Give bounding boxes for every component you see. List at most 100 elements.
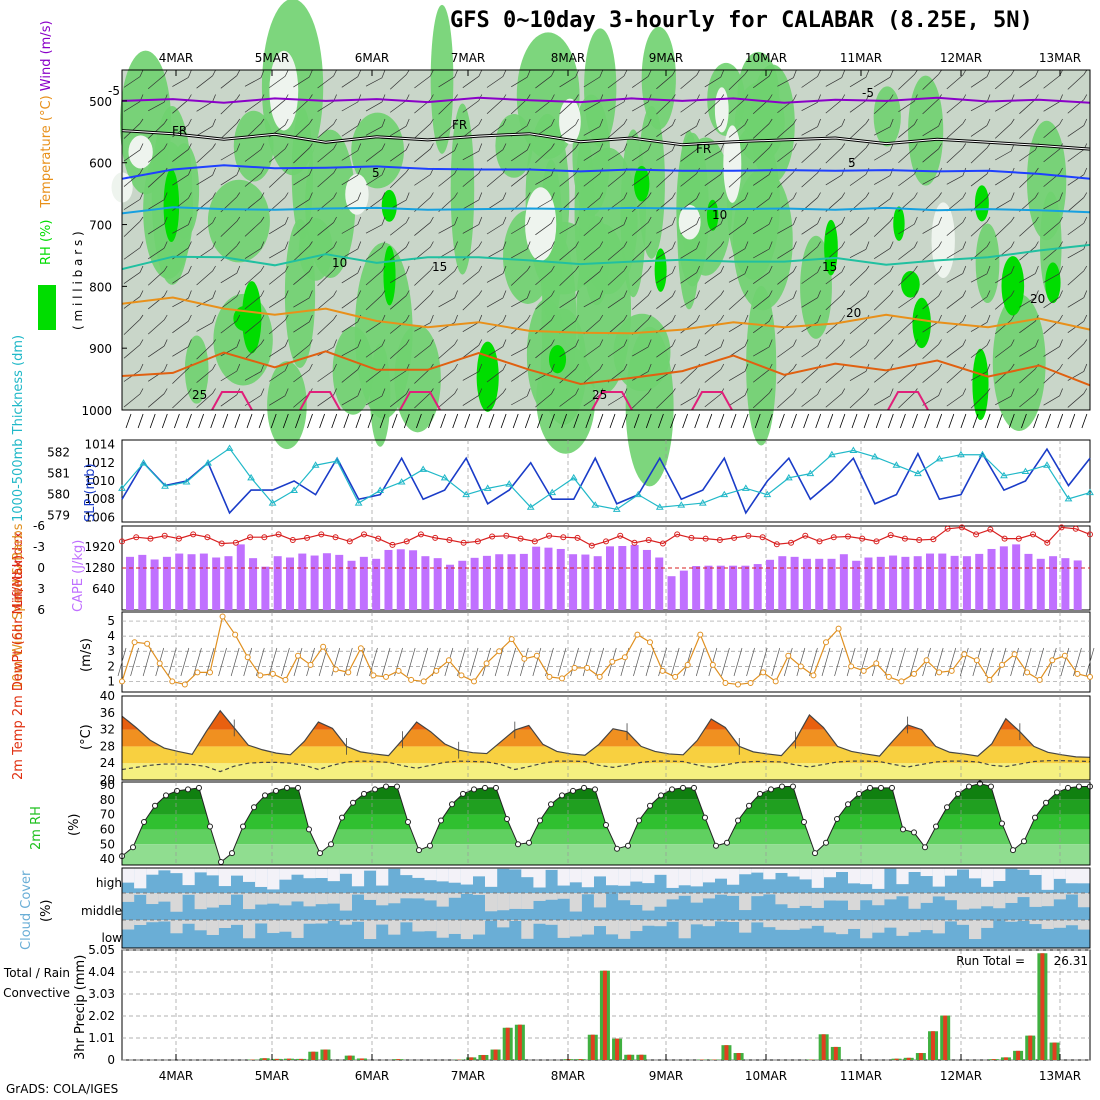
wind-barb-flag [163, 290, 168, 297]
wind-barb-flag [744, 265, 749, 274]
wind-barb [1043, 101, 1060, 112]
wind10-speed-marker [797, 663, 804, 670]
cloud-middle-cell [412, 893, 425, 899]
rh2m-marker [526, 839, 532, 846]
rh2m-marker [460, 790, 466, 797]
cape-bar [926, 553, 934, 610]
cloud-high-cell [1053, 868, 1066, 879]
rh-contour-low [559, 98, 581, 145]
lifted-index-marker [916, 537, 923, 543]
rh2m-marker [812, 850, 818, 857]
wind-barb [874, 150, 891, 161]
wind-barb-flag [696, 192, 700, 199]
rh2m-marker [636, 817, 642, 824]
cloud-low-cell [146, 920, 159, 923]
cloud-low-cell [400, 920, 413, 923]
wind-barb-flag [599, 241, 604, 248]
rh2m-marker [779, 783, 785, 790]
cloud-high-cell [823, 868, 836, 878]
surface-barb [125, 413, 132, 429]
run-total-value: 26.31 [1054, 954, 1088, 968]
wind-barb-flag [357, 118, 362, 126]
lifted-index-marker [375, 535, 382, 542]
cape-bar [138, 554, 147, 610]
cloud-high-cell [146, 868, 159, 875]
wind-barb [244, 149, 262, 162]
wind-barb-flag [986, 118, 991, 126]
lifted-index-marker [745, 532, 752, 539]
wind-barb-flag [357, 290, 362, 297]
wind-barb-flag [430, 290, 434, 296]
contour-30 [211, 391, 253, 411]
wind-barb [825, 77, 842, 87]
lifted-index-marker [845, 533, 851, 540]
wind-barb-flag [478, 290, 483, 296]
rh2m-marker [1021, 838, 1027, 845]
wind-barb [777, 368, 794, 384]
cloud-low-cell [581, 920, 594, 935]
wind10-speed-marker [420, 678, 427, 685]
thickness-marker [591, 501, 600, 508]
wind-barb [995, 150, 1012, 161]
wind-barb-flag [672, 192, 676, 198]
wind-barb-flag [914, 290, 918, 298]
wind-barb-flag [309, 339, 313, 346]
rh2m-marker [152, 802, 158, 809]
wind10-frame [121, 611, 1091, 693]
run-total-label: Run Total = [956, 954, 1025, 968]
wind-barb-flag [865, 265, 870, 271]
wind-barb-flag [744, 363, 749, 372]
cloud-low-cell [230, 920, 244, 925]
wind-barb-flag [1083, 363, 1088, 372]
rh-contour-high [901, 270, 920, 298]
wind-barb [244, 221, 262, 237]
wind-barb-flag [139, 167, 144, 174]
thickness-marker [290, 486, 298, 493]
cloud-middle-cell [642, 893, 655, 911]
cloud-middle-cell [122, 893, 135, 902]
precip-tick-label: 5.05 [88, 943, 115, 957]
cloud-low-cell [243, 920, 256, 939]
wind-barb [728, 124, 746, 138]
wind-barb-flag [478, 192, 483, 201]
surface-barb [815, 413, 822, 429]
wind-barb-flag [478, 143, 483, 152]
wind-barb [1067, 343, 1085, 360]
wind-barb-flag [333, 363, 337, 371]
rh2m-marker [350, 799, 356, 806]
wind-barb-flag [720, 290, 725, 296]
rh2m-marker [306, 826, 312, 833]
wind-barb [172, 197, 189, 212]
cape-bar [495, 554, 504, 610]
rh2m-marker [240, 823, 246, 830]
wind-barb-flag [526, 265, 531, 271]
wind-barb-flag [188, 388, 192, 394]
wind10-barb [834, 647, 843, 677]
wind-barb [244, 320, 262, 334]
thickness-marker [354, 499, 363, 506]
rh-contour-low [128, 135, 153, 169]
wind-barb-flag [647, 265, 652, 271]
wind-barb [1067, 270, 1085, 286]
wind-barb-flag [793, 94, 797, 101]
rh2m-marker [416, 847, 422, 854]
thickness-marker [268, 499, 277, 506]
cloud-middle-label: middle [81, 904, 122, 918]
wind-barb-flag [865, 192, 870, 198]
wind-barb-flag [575, 69, 579, 78]
wind-barb-flag [502, 265, 507, 274]
wind-barb [1043, 221, 1060, 237]
wind-barb-flag [1035, 69, 1039, 77]
wind-barb-flag [647, 339, 652, 348]
wind-barb-flag [405, 192, 410, 201]
contour-15 [121, 243, 1091, 271]
wind-barb-flag [212, 339, 216, 345]
wind-barb-flag [478, 339, 483, 346]
wind-barb-flag [430, 143, 434, 150]
surface-barb [210, 413, 217, 429]
lifted-index-marker [631, 539, 638, 546]
rh2m-marker [790, 783, 796, 790]
wind-barb-flag [236, 167, 241, 176]
wind10-speed-marker [873, 660, 880, 667]
wind-barb-flag [502, 388, 507, 394]
